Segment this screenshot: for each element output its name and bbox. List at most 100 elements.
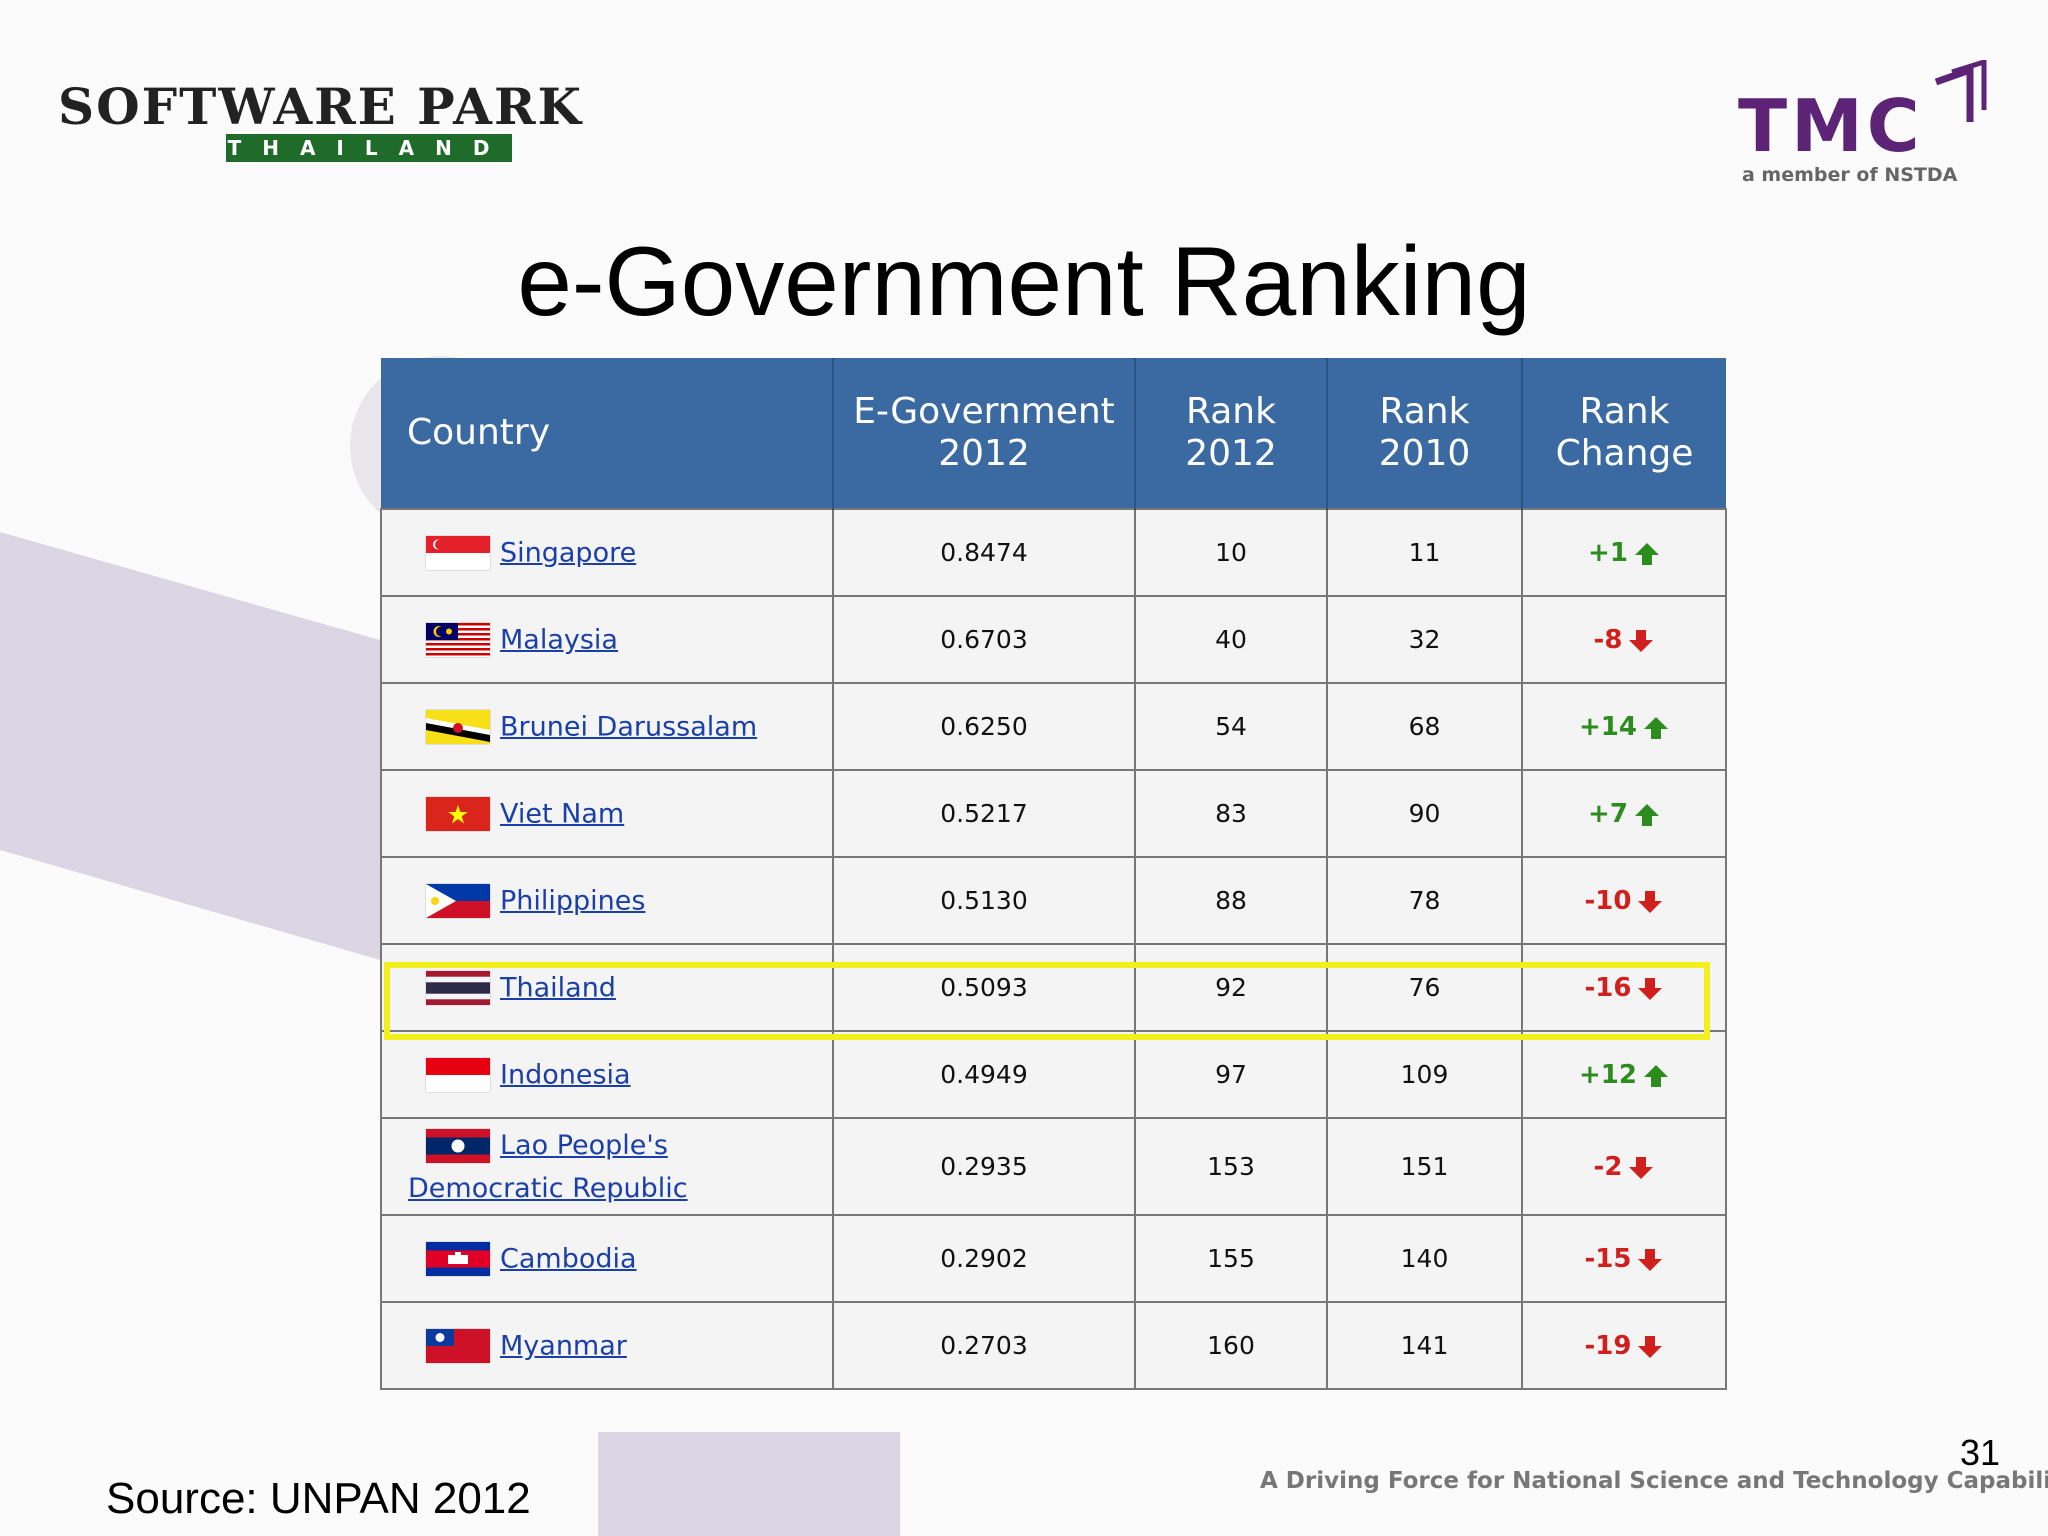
- thailand-flag-icon: [426, 970, 490, 1005]
- arrow-down-icon: [1629, 629, 1654, 652]
- country-cell: Malaysia: [380, 595, 834, 684]
- rank-2010-cell: 90: [1326, 769, 1523, 858]
- rank-change-cell: +1: [1521, 508, 1727, 597]
- country-link[interactable]: Singapore: [500, 537, 637, 568]
- egov-score-cell: 0.4949: [832, 1030, 1136, 1119]
- rank-change-value: -8: [1593, 624, 1623, 655]
- arrow-up-icon: [1634, 542, 1659, 565]
- egov-score-cell: 0.2902: [832, 1214, 1136, 1303]
- rank-change-value: +12: [1579, 1059, 1637, 1090]
- tmc-swoosh-icon: [1934, 60, 1987, 122]
- egov-score-cell: 0.2703: [832, 1301, 1136, 1390]
- indonesia-flag-icon: [426, 1057, 490, 1092]
- rank-2010-cell: 140: [1326, 1214, 1523, 1303]
- rank-2012-cell: 83: [1134, 769, 1328, 858]
- rank-change-cell: +14: [1521, 682, 1727, 771]
- country-link[interactable]: Viet Nam: [500, 798, 625, 829]
- rank-change-cell: -15: [1521, 1214, 1727, 1303]
- arrow-up-icon: [1634, 803, 1659, 826]
- country-cell: Lao People's Democratic Republic: [380, 1117, 834, 1216]
- egov-score-cell: 0.5130: [832, 856, 1136, 945]
- country-link[interactable]: Lao People's: [500, 1129, 668, 1161]
- source-note: Source: UNPAN 2012: [106, 1474, 531, 1523]
- arrow-down-icon: [1638, 977, 1663, 1000]
- egov-ranking-table-wrap: Country E-Government 2012 Rank 2012 Rank…: [380, 358, 1727, 1390]
- country-cell: Myanmar: [380, 1301, 834, 1390]
- table-header-row: Country E-Government 2012 Rank 2012 Rank…: [381, 358, 1726, 509]
- rank-change-cell: -10: [1521, 856, 1727, 945]
- slide-number: 31: [1960, 1432, 2001, 1473]
- tmc-logo-subtitle: a member of NSTDA: [1742, 164, 1958, 186]
- rank-change-value: +1: [1588, 537, 1628, 568]
- table-row: Brunei Darussalam 0.6250 54 68 +14: [380, 682, 1727, 771]
- country-cell: Philippines: [380, 856, 834, 945]
- logo-thailand-text: THAILAND: [226, 134, 512, 162]
- country-cell: Thailand: [380, 943, 834, 1032]
- rank-2010-cell: 78: [1326, 856, 1523, 945]
- arrow-down-icon: [1629, 1156, 1654, 1179]
- header-rank-2010[interactable]: Rank 2010: [1327, 358, 1523, 509]
- rank-2010-cell: 68: [1326, 682, 1523, 771]
- vietnam-flag-icon: [426, 796, 490, 831]
- rank-change-value: -10: [1584, 885, 1632, 916]
- country-cell: Singapore: [380, 508, 834, 597]
- table-row: Viet Nam 0.5217 83 90 +7: [380, 769, 1727, 858]
- rank-2012-cell: 160: [1134, 1301, 1328, 1390]
- singapore-flag-icon: [426, 535, 490, 570]
- arrow-down-icon: [1638, 890, 1663, 913]
- rank-2010-cell: 109: [1326, 1030, 1523, 1119]
- header-country[interactable]: Country: [381, 358, 834, 509]
- rank-change-value: +7: [1588, 798, 1628, 829]
- rank-2012-cell: 155: [1134, 1214, 1328, 1303]
- rank-change-value: -16: [1584, 972, 1632, 1003]
- header-rank-change[interactable]: Rank Change: [1522, 358, 1726, 509]
- country-link[interactable]: Malaysia: [500, 624, 618, 655]
- table-row: Malaysia 0.6703 40 32 -8: [380, 595, 1727, 684]
- country-link[interactable]: Brunei Darussalam: [500, 711, 758, 742]
- rank-change-cell: +12: [1521, 1030, 1727, 1119]
- brunei-flag-icon: [426, 709, 490, 744]
- rank-2012-cell: 88: [1134, 856, 1328, 945]
- tmc-logo-text: TMC: [1738, 84, 1924, 168]
- arrow-down-icon: [1638, 1248, 1663, 1271]
- arrow-down-icon: [1638, 1335, 1663, 1358]
- rank-change-value: -19: [1584, 1330, 1632, 1361]
- country-link[interactable]: Indonesia: [500, 1059, 631, 1090]
- rank-change-value: +14: [1579, 711, 1637, 742]
- rank-change-value: -2: [1593, 1151, 1623, 1182]
- table-row: Myanmar 0.2703 160 141 -19: [380, 1301, 1727, 1390]
- arrow-up-icon: [1643, 716, 1668, 739]
- rank-2010-cell: 76: [1326, 943, 1523, 1032]
- rank-2010-cell: 32: [1326, 595, 1523, 684]
- rank-change-cell: -16: [1521, 943, 1727, 1032]
- rank-2012-cell: 40: [1134, 595, 1328, 684]
- country-link[interactable]: Thailand: [500, 972, 616, 1003]
- egov-score-cell: 0.6250: [832, 682, 1136, 771]
- footer-tagline: A Driving Force for National Science and…: [1260, 1468, 2048, 1494]
- egov-ranking-table: Country E-Government 2012 Rank 2012 Rank…: [380, 358, 1727, 1390]
- rank-2012-cell: 153: [1134, 1117, 1328, 1216]
- table-row: Singapore 0.8474 10 11 +1: [380, 508, 1727, 597]
- country-link[interactable]: Philippines: [500, 885, 646, 916]
- country-cell: Indonesia: [380, 1030, 834, 1119]
- rank-change-cell: +7: [1521, 769, 1727, 858]
- country-link[interactable]: Myanmar: [500, 1330, 627, 1361]
- cambodia-flag-icon: [426, 1241, 490, 1276]
- header-rank-2012[interactable]: Rank 2012: [1135, 358, 1328, 509]
- country-link[interactable]: Cambodia: [500, 1243, 637, 1274]
- rank-change-cell: -8: [1521, 595, 1727, 684]
- table-row: Cambodia 0.2902 155 140 -15: [380, 1214, 1727, 1303]
- table-row: Lao People's Democratic Republic 0.2935 153…: [380, 1117, 1727, 1216]
- slide-title: e-Government Ranking: [517, 226, 1531, 336]
- rank-2012-cell: 10: [1134, 508, 1328, 597]
- egov-score-cell: 0.5217: [832, 769, 1136, 858]
- software-park-thailand-logo: SOFTWARE PARK THAILAND: [58, 82, 583, 162]
- country-cell: Cambodia: [380, 1214, 834, 1303]
- rank-2012-cell: 54: [1134, 682, 1328, 771]
- thailand-highlight-box: [384, 962, 1710, 1040]
- country-link-continued[interactable]: Democratic Republic: [408, 1172, 688, 1204]
- rank-2010-cell: 151: [1326, 1117, 1523, 1216]
- table-row: Thailand 0.5093 92 76 -16: [380, 943, 1727, 1032]
- header-egov[interactable]: E-Government 2012: [833, 358, 1136, 509]
- egov-score-cell: 0.8474: [832, 508, 1136, 597]
